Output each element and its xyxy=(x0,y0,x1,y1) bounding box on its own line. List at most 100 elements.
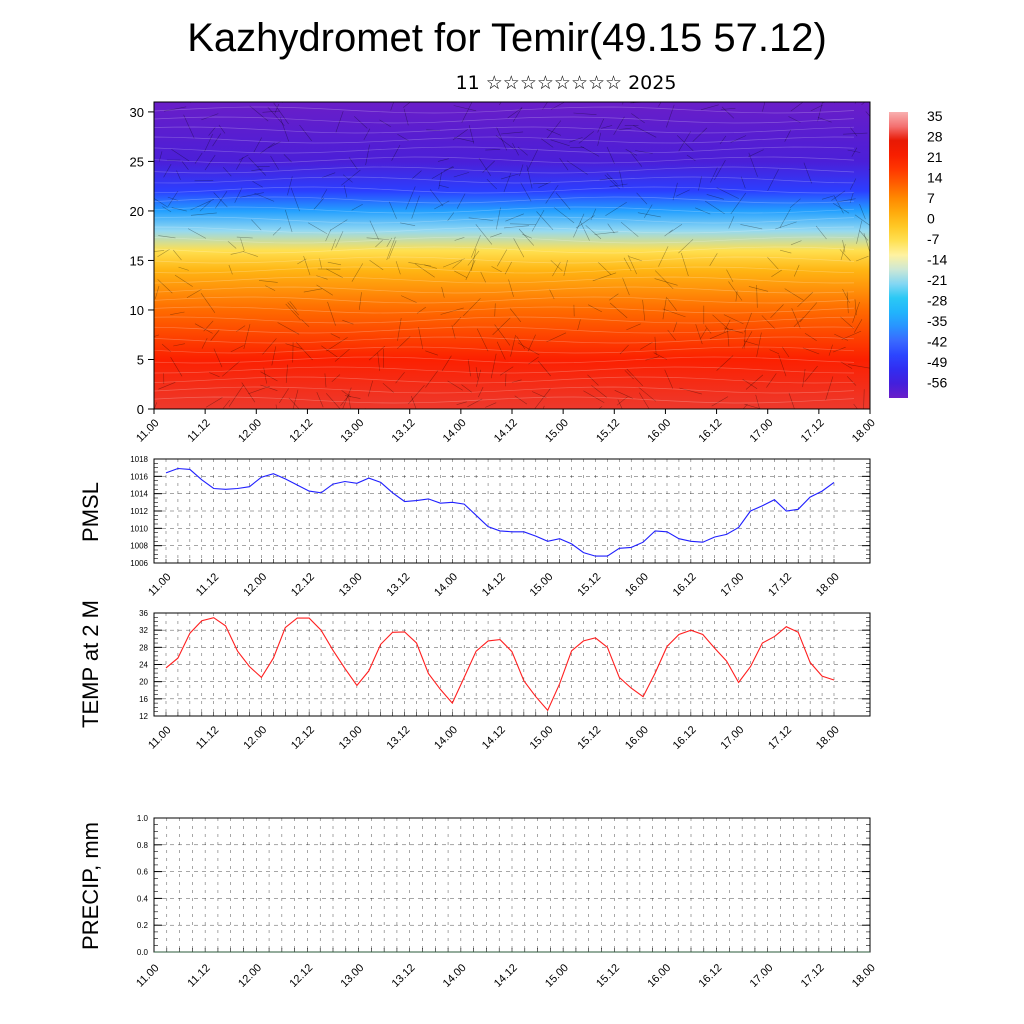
temp-ytick-label: 32 xyxy=(139,626,148,635)
temp-series-line xyxy=(165,617,835,712)
heatmap-xtick-label: 17.00 xyxy=(748,417,776,445)
heatmap-fill xyxy=(154,102,870,409)
temp-xtick-label: 14.12 xyxy=(480,724,508,752)
precip-xtick-label: 11.12 xyxy=(185,962,212,989)
heatmap-xtick-label: 18.00 xyxy=(850,417,878,445)
heatmap-xtick-label: 14.12 xyxy=(492,417,520,445)
pmsl-ytick-label: 1006 xyxy=(130,559,148,568)
heatmap-ytick-label: 0 xyxy=(137,402,144,417)
temp-xtick-label: 12.12 xyxy=(289,724,317,752)
pmsl-xtick-label: 12.12 xyxy=(289,571,317,599)
precip-xtick-label: 14.12 xyxy=(492,962,520,990)
pmsl-xtick-label: 13.12 xyxy=(384,571,412,599)
colorbar-label: 35 xyxy=(927,108,943,124)
temp-ytick-label: 36 xyxy=(139,609,148,618)
heatmap-xtick-label: 15.12 xyxy=(594,417,622,445)
heatmap-xtick-label: 12.12 xyxy=(287,417,315,445)
heatmap-xtick-label: 13.00 xyxy=(338,417,366,445)
heatmap-xtick-label: 11.00 xyxy=(134,417,161,444)
colorbar-label: -21 xyxy=(927,272,947,288)
pmsl-ylabel: PMSL xyxy=(78,482,103,542)
colorbar-label: 0 xyxy=(927,211,935,227)
pmsl-xtick-label: 11.00 xyxy=(146,571,173,598)
temp-xtick-label: 11.00 xyxy=(146,724,173,751)
precip-xtick-label: 17.00 xyxy=(748,962,776,990)
heatmap-xtick-label: 12.00 xyxy=(236,417,264,445)
temp-ytick-label: 24 xyxy=(139,661,148,670)
pmsl-xtick-label: 11.12 xyxy=(194,571,221,598)
temp-xtick-label: 16.00 xyxy=(623,724,651,752)
precip-xtick-label: 12.00 xyxy=(236,962,264,990)
pmsl-ytick-label: 1008 xyxy=(130,542,148,551)
temp-xtick-label: 13.00 xyxy=(337,724,365,752)
temp-ytick-label: 20 xyxy=(139,678,148,687)
colorbar-label: -49 xyxy=(927,354,947,370)
heatmap-ytick-label: 20 xyxy=(130,204,144,219)
pmsl-xtick-label: 17.12 xyxy=(766,571,794,599)
precip-ytick-label: 0.8 xyxy=(137,841,149,850)
heatmap-ytick-label: 15 xyxy=(130,253,144,268)
temp-xtick-label: 14.00 xyxy=(432,724,460,752)
colorbar-label: -42 xyxy=(927,334,947,350)
colorbar-label: 14 xyxy=(927,170,943,186)
colorbar-fill xyxy=(889,112,908,398)
heatmap-xtick-label: 16.12 xyxy=(696,417,724,445)
precip-xtick-label: 16.00 xyxy=(645,962,673,990)
heatmap-xtick-label: 13.12 xyxy=(390,417,418,445)
heatmap-xtick-label: 14.00 xyxy=(441,417,469,445)
pmsl-ytick-label: 1018 xyxy=(130,455,148,464)
heatmap-ytick-label: 10 xyxy=(130,303,144,318)
precip-ytick-label: 0.0 xyxy=(137,948,149,957)
colorbar-label: -7 xyxy=(927,231,940,247)
pmsl-series-line xyxy=(165,467,835,557)
precip-xtick-label: 16.12 xyxy=(696,962,724,990)
precip-xtick-label: 13.12 xyxy=(390,962,418,990)
temp-xtick-label: 18.00 xyxy=(814,724,842,752)
wind-streaks xyxy=(154,102,870,409)
temp-xtick-label: 13.12 xyxy=(384,724,412,752)
temp-xtick-label: 12.00 xyxy=(241,724,269,752)
contour-lines xyxy=(154,106,855,404)
pmsl-panel: 1006 1008 1010 1012 1014 1016 1018 11.00 11.12 12… xyxy=(78,455,871,599)
temp-xtick-label: 11.12 xyxy=(194,724,221,751)
pmsl-xtick-label: 15.12 xyxy=(575,571,603,599)
colorbar-label: 7 xyxy=(927,190,935,206)
pmsl-xtick-label: 12.00 xyxy=(241,571,269,599)
temperature-cross-section: 0 5 10 15 20 25 30 11.00 11.12 12.00 12.12 13.00 13.… xyxy=(130,101,878,445)
temp-xtick-label: 15.12 xyxy=(575,724,603,752)
precip-xtick-label: 14.00 xyxy=(441,962,469,990)
pmsl-ytick-label: 1014 xyxy=(130,490,148,499)
heatmap-xtick-label: 11.12 xyxy=(185,417,212,444)
colorbar-label: -35 xyxy=(927,313,947,329)
precip-xtick-label: 15.00 xyxy=(543,962,571,990)
colorbar-label: 28 xyxy=(927,129,943,145)
colorbar-label: -14 xyxy=(927,252,947,268)
precip-ytick-label: 0.2 xyxy=(137,921,149,930)
temp-xtick-label: 17.00 xyxy=(718,724,746,752)
temp-xtick-label: 15.00 xyxy=(528,724,556,752)
pmsl-xtick-label: 13.00 xyxy=(337,571,365,599)
precip-xtick-label: 18.00 xyxy=(850,962,878,990)
temp-xtick-label: 17.12 xyxy=(766,724,794,752)
precip-ylabel: PRECIP, mm xyxy=(78,822,103,950)
pmsl-ytick-label: 1010 xyxy=(130,524,148,533)
colorbar-label: -56 xyxy=(927,375,947,391)
precip-ytick-label: 0.4 xyxy=(137,894,149,903)
temp-ylabel: TEMP at 2 M xyxy=(78,600,103,728)
colorbar: 35 28 21 14 7 0 -7 -14 -21 -28 -35 -42 -49 -56 xyxy=(889,108,947,398)
heatmap-ytick-label: 30 xyxy=(130,105,144,120)
pmsl-xtick-label: 17.00 xyxy=(718,571,746,599)
temp-panel: 12 16 20 24 28 32 36 11.00 11.12 12.00 12.12 13.00 1… xyxy=(78,600,871,752)
precip-panel: 0.0 0.2 0.4 0.6 0.8 1.0 11.00 11.12 12.00 12.12 13… xyxy=(78,814,878,990)
heatmap-ytick-label: 25 xyxy=(130,154,144,169)
temp-ytick-label: 16 xyxy=(139,695,148,704)
pmsl-xtick-label: 18.00 xyxy=(814,571,842,599)
precip-ytick-label: 1.0 xyxy=(137,814,149,823)
temp-ytick-label: 28 xyxy=(139,643,148,652)
heatmap-xtick-label: 17.12 xyxy=(799,417,827,445)
heatmap-xtick-label: 16.00 xyxy=(645,417,673,445)
pmsl-xtick-label: 15.00 xyxy=(528,571,556,599)
chart-subtitle: 11 ☆☆☆☆☆☆☆☆ 2025 xyxy=(455,72,677,94)
precip-xtick-label: 17.12 xyxy=(799,962,827,990)
